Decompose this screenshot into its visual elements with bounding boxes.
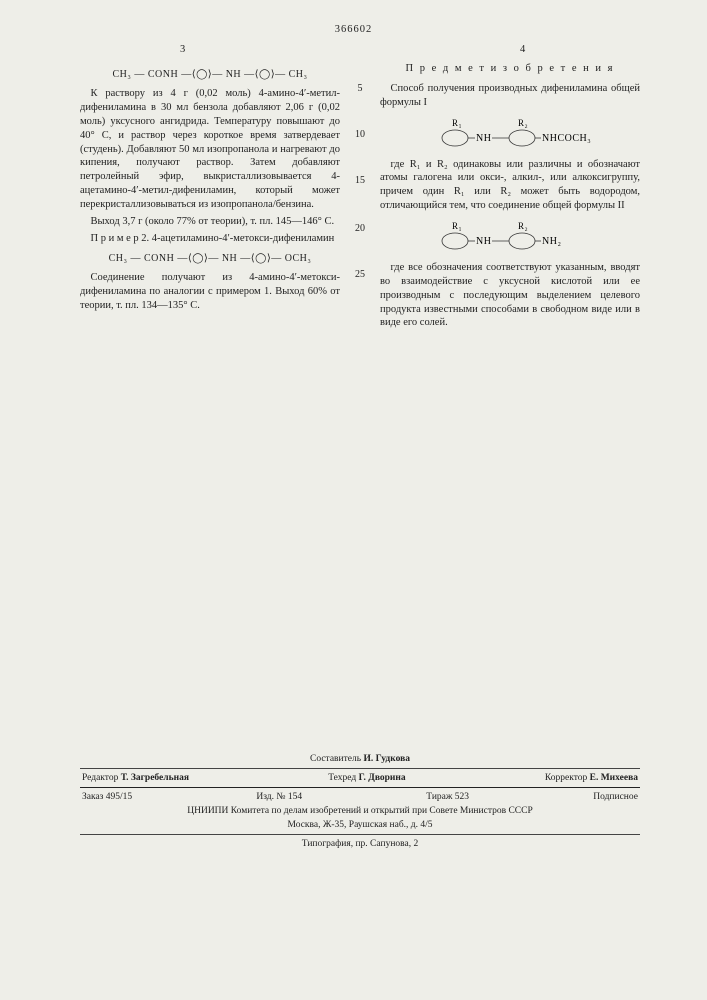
corrector-cell: Корректор Е. Михеева <box>545 773 638 783</box>
example-heading-paragraph: П р и м е р 2. 4-ацетиламино-4′-метокси-… <box>80 232 340 246</box>
body-paragraph: Выход 3,7 г (около 77% от теории), т. пл… <box>80 215 340 229</box>
corrector-name: Е. Михеева <box>590 773 638 783</box>
divider <box>80 768 640 769</box>
general-formula-2: R₁ R₂ NH NH₂ <box>380 219 640 255</box>
svg-text:NH: NH <box>476 236 491 247</box>
body-paragraph: К раствору из 4 г (0,02 моль) 4-амино-4′… <box>80 87 340 212</box>
editor-label: Редактор <box>82 773 118 783</box>
svg-text:NH: NH <box>476 133 491 144</box>
subscription-mark: Подписное <box>593 792 638 802</box>
chemical-formula-1: CH₃ — CONH —⟨◯⟩— NH —⟨◯⟩— CH₃ <box>80 68 340 81</box>
chemical-formula-2: CH₃ — CONH —⟨◯⟩— NH —⟨◯⟩— OCH₃ <box>80 252 340 265</box>
svg-text:R₂: R₂ <box>518 118 528 128</box>
compiler-name: И. Гудкова <box>363 754 410 764</box>
typography-line: Типография, пр. Сапунова, 2 <box>80 837 640 851</box>
svg-text:R₁: R₁ <box>452 118 462 128</box>
claims-heading: П р е д м е т и з о б р е т е н и я <box>380 62 640 76</box>
svg-text:NH₂: NH₂ <box>542 236 561 247</box>
compiler-line: Составитель И. Гудкова <box>80 752 640 766</box>
techred-label: Техред <box>328 773 356 783</box>
right-column-number: 4 <box>520 44 525 55</box>
print-run: Тираж 523 <box>426 792 469 802</box>
compiler-label: Составитель <box>310 754 361 764</box>
line-marker: 20 <box>350 222 370 235</box>
divider <box>80 787 640 788</box>
body-paragraph: где R₁ и R₂ одинаковы или различны и обо… <box>380 158 640 213</box>
colophon: Составитель И. Гудкова Редактор Т. Загре… <box>80 752 640 851</box>
body-paragraph: Соединение получают из 4-амино-4′-метокс… <box>80 271 340 313</box>
formula-svg-icon: R₁ R₂ NH NH₂ <box>410 219 610 255</box>
left-column-number: 3 <box>180 44 185 55</box>
corrector-label: Корректор <box>545 773 587 783</box>
general-formula-1: R₁ R₂ NH NHCOCH₃ <box>380 116 640 152</box>
techred-cell: Техред Г. Дворина <box>328 773 405 783</box>
address-line: Москва, Ж-35, Раушская наб., д. 4/5 <box>80 818 640 832</box>
organization-line: ЦНИИПИ Комитета по делам изобретений и о… <box>80 804 640 818</box>
editor-name: Т. Загребельная <box>121 773 189 783</box>
divider <box>80 834 640 835</box>
right-column: П р е д м е т и з о б р е т е н и я Спос… <box>380 62 640 333</box>
line-marker: 25 <box>350 268 370 281</box>
credits-row: Редактор Т. Загребельная Техред Г. Двори… <box>80 771 640 785</box>
svg-text:R₂: R₂ <box>518 221 528 231</box>
edition-number: Изд. № 154 <box>256 792 302 802</box>
editor-cell: Редактор Т. Загребельная <box>82 773 189 783</box>
line-marker: 5 <box>350 82 370 95</box>
svg-text:NHCOCH₃: NHCOCH₃ <box>542 133 591 144</box>
document-number: 366602 <box>335 24 373 35</box>
line-marker: 15 <box>350 174 370 187</box>
body-paragraph: Способ получения производных дифениламин… <box>380 82 640 110</box>
line-marker: 10 <box>350 128 370 141</box>
print-info-row: Заказ 495/15 Изд. № 154 Тираж 523 Подпис… <box>80 790 640 804</box>
techred-name: Г. Дворина <box>359 773 406 783</box>
example-label: П р и м е р 2. <box>91 233 150 244</box>
body-paragraph: где все обозначения соответствуют указан… <box>380 261 640 330</box>
formula-svg-icon: R₁ R₂ NH NHCOCH₃ <box>410 116 610 152</box>
order-number: Заказ 495/15 <box>82 792 132 802</box>
example-title: 4-ацетиламино-4′-метокси-дифениламин <box>152 233 335 244</box>
left-column: CH₃ — CONH —⟨◯⟩— NH —⟨◯⟩— CH₃ К раствору… <box>80 62 340 315</box>
svg-text:R₁: R₁ <box>452 221 462 231</box>
